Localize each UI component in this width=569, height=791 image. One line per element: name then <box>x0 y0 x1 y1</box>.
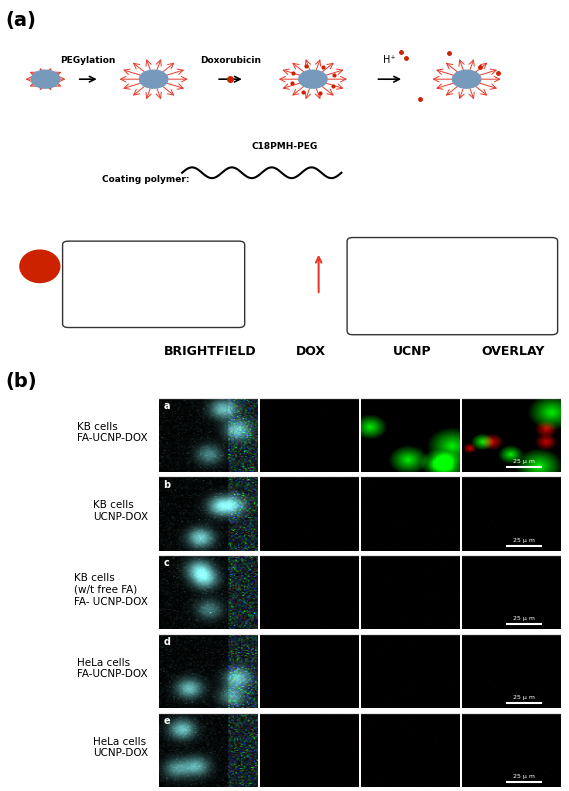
Text: PEGylation: PEGylation <box>60 56 116 65</box>
Text: UCNP: UCNP <box>393 345 431 358</box>
FancyBboxPatch shape <box>63 241 245 327</box>
Text: 25 μ m: 25 μ m <box>513 459 535 464</box>
Text: DOX: DOX <box>296 345 326 358</box>
Circle shape <box>31 70 60 88</box>
Text: 25 μ m: 25 μ m <box>513 616 535 621</box>
Text: H⁺: H⁺ <box>384 55 396 65</box>
Text: KB cells
(w/t free FA)
FA- UCNP-DOX: KB cells (w/t free FA) FA- UCNP-DOX <box>74 573 148 607</box>
Text: Folic Acid (FA): Folic Acid (FA) <box>423 308 482 316</box>
Text: 25 μ m: 25 μ m <box>513 774 535 778</box>
Text: 25 μ m: 25 μ m <box>513 538 535 543</box>
Text: Doxorubicin (DOX): Doxorubicin (DOX) <box>114 297 193 306</box>
Circle shape <box>139 70 168 88</box>
Text: OVERLAY: OVERLAY <box>481 345 545 358</box>
FancyBboxPatch shape <box>347 237 558 335</box>
Text: e: e <box>163 716 170 726</box>
Text: HeLa cells
FA-UCNP-DOX: HeLa cells FA-UCNP-DOX <box>77 658 148 679</box>
Text: FA structure: FA structure <box>429 276 476 286</box>
Text: (b): (b) <box>6 372 38 391</box>
Text: (a): (a) <box>6 11 36 30</box>
Text: b: b <box>163 479 170 490</box>
Text: KB cells
FA-UCNP-DOX: KB cells FA-UCNP-DOX <box>77 422 148 444</box>
Ellipse shape <box>20 250 60 282</box>
Text: BRIGHTFIELD: BRIGHTFIELD <box>163 345 256 358</box>
Text: C18PMH-PEG: C18PMH-PEG <box>251 142 318 151</box>
Text: c: c <box>163 558 169 569</box>
Text: DOX structure: DOX structure <box>127 276 180 286</box>
Text: Coating polymer:: Coating polymer: <box>102 176 190 184</box>
Text: 25 μ m: 25 μ m <box>513 695 535 700</box>
Text: Doxorubicin: Doxorubicin <box>200 56 261 65</box>
Text: a: a <box>163 401 170 411</box>
Circle shape <box>299 70 327 88</box>
Text: HeLa cells
UCNP-DOX: HeLa cells UCNP-DOX <box>93 736 148 759</box>
Circle shape <box>452 70 481 88</box>
Text: d: d <box>163 637 170 647</box>
Text: KB cells
UCNP-DOX: KB cells UCNP-DOX <box>93 501 148 522</box>
